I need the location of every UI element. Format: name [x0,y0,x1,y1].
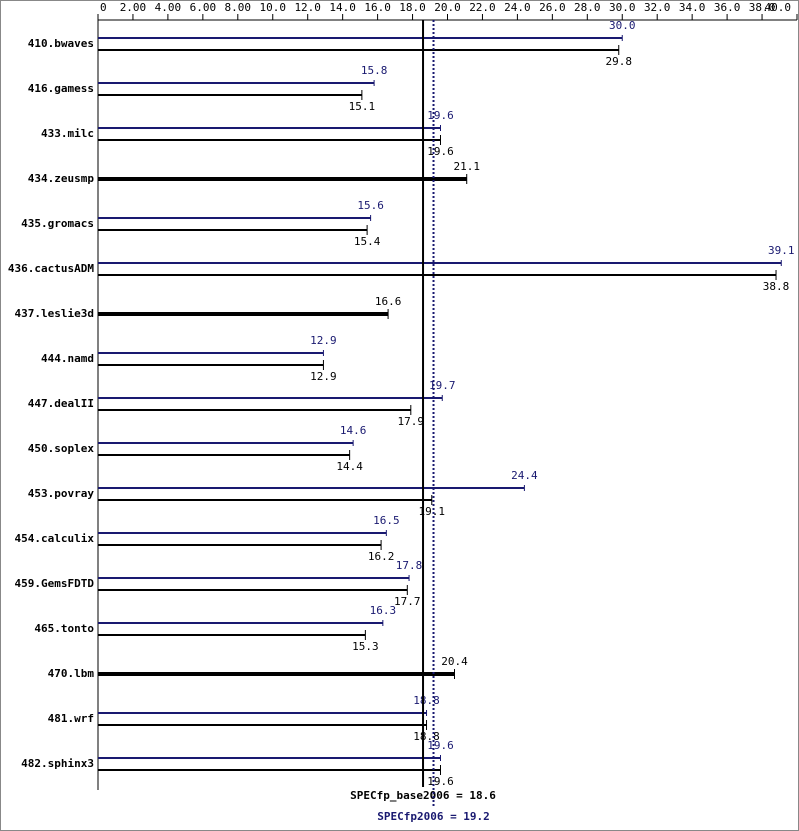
value-label: 38.8 [763,280,790,293]
x-tick-label: 8.00 [225,1,252,14]
x-tick-label: 16.0 [364,1,391,14]
x-tick-label: 34.0 [679,1,706,14]
value-label: 19.7 [429,379,456,392]
value-label: 16.2 [368,550,395,563]
x-tick-label: 32.0 [644,1,671,14]
category-label: 454.calculix [15,532,95,545]
reference-label: SPECfp2006 = 19.2 [377,810,490,823]
value-label: 15.8 [361,64,388,77]
value-label: 16.6 [375,295,402,308]
category-label: 410.bwaves [28,37,94,50]
category-label: 434.zeusmp [28,172,95,185]
value-label: 15.1 [349,100,376,113]
x-tick-label: 6.00 [190,1,217,14]
value-label: 19.6 [427,109,454,122]
category-label: 435.gromacs [21,217,94,230]
x-tick-label: 28.0 [574,1,601,14]
x-tick-label: 14.0 [329,1,356,14]
x-tick-label: 22.0 [469,1,496,14]
value-label: 24.4 [511,469,538,482]
x-tick-label: 10.0 [260,1,287,14]
x-tick-label: 36.0 [714,1,741,14]
value-label: 15.4 [354,235,381,248]
value-label: 29.8 [606,55,633,68]
x-tick-label: 30.0 [609,1,636,14]
value-label: 21.1 [453,160,480,173]
value-label: 16.3 [370,604,397,617]
category-label: 436.cactusADM [8,262,94,275]
value-label: 14.6 [340,424,367,437]
x-tick-label: 24.0 [504,1,531,14]
category-label: 453.povray [28,487,95,500]
value-label: 12.9 [310,370,337,383]
value-label: 17.8 [396,559,423,572]
value-label: 12.9 [310,334,337,347]
category-label: 416.gamess [28,82,94,95]
x-tick-label: 38.0 [749,1,776,14]
value-label: 20.4 [441,655,468,668]
x-tick-label: 18.0 [399,1,426,14]
value-label: 19.6 [427,775,454,788]
category-label: 481.wrf [48,712,94,725]
value-label: 19.1 [419,505,446,518]
reference-label: SPECfp_base2006 = 18.6 [350,789,496,802]
value-label: 30.0 [609,19,636,32]
value-label: 17.9 [398,415,425,428]
category-label: 433.milc [41,127,94,140]
category-label: 437.leslie3d [15,307,94,320]
value-label: 15.3 [352,640,379,653]
value-label: 19.6 [427,739,454,752]
x-tick-label: 26.0 [539,1,566,14]
value-label: 39.1 [768,244,795,257]
category-label: 450.soplex [28,442,95,455]
value-label: 18.8 [413,694,440,707]
x-tick-label: 4.00 [155,1,182,14]
category-label: 444.namd [41,352,94,365]
x-tick-label: 12.0 [294,1,321,14]
category-label: 447.dealII [28,397,94,410]
value-label: 19.6 [427,145,454,158]
value-label: 16.5 [373,514,400,527]
x-tick-label: 0 [100,1,107,14]
x-tick-label: 40.0 [765,1,792,14]
value-label: 15.6 [357,199,384,212]
category-label: 465.tonto [34,622,94,635]
value-label: 17.7 [394,595,421,608]
category-label: 470.lbm [48,667,95,680]
x-tick-label: 2.00 [120,1,147,14]
value-label: 14.4 [336,460,363,473]
x-tick-label: 20.0 [434,1,461,14]
category-label: 459.GemsFDTD [15,577,95,590]
category-label: 482.sphinx3 [21,757,94,770]
